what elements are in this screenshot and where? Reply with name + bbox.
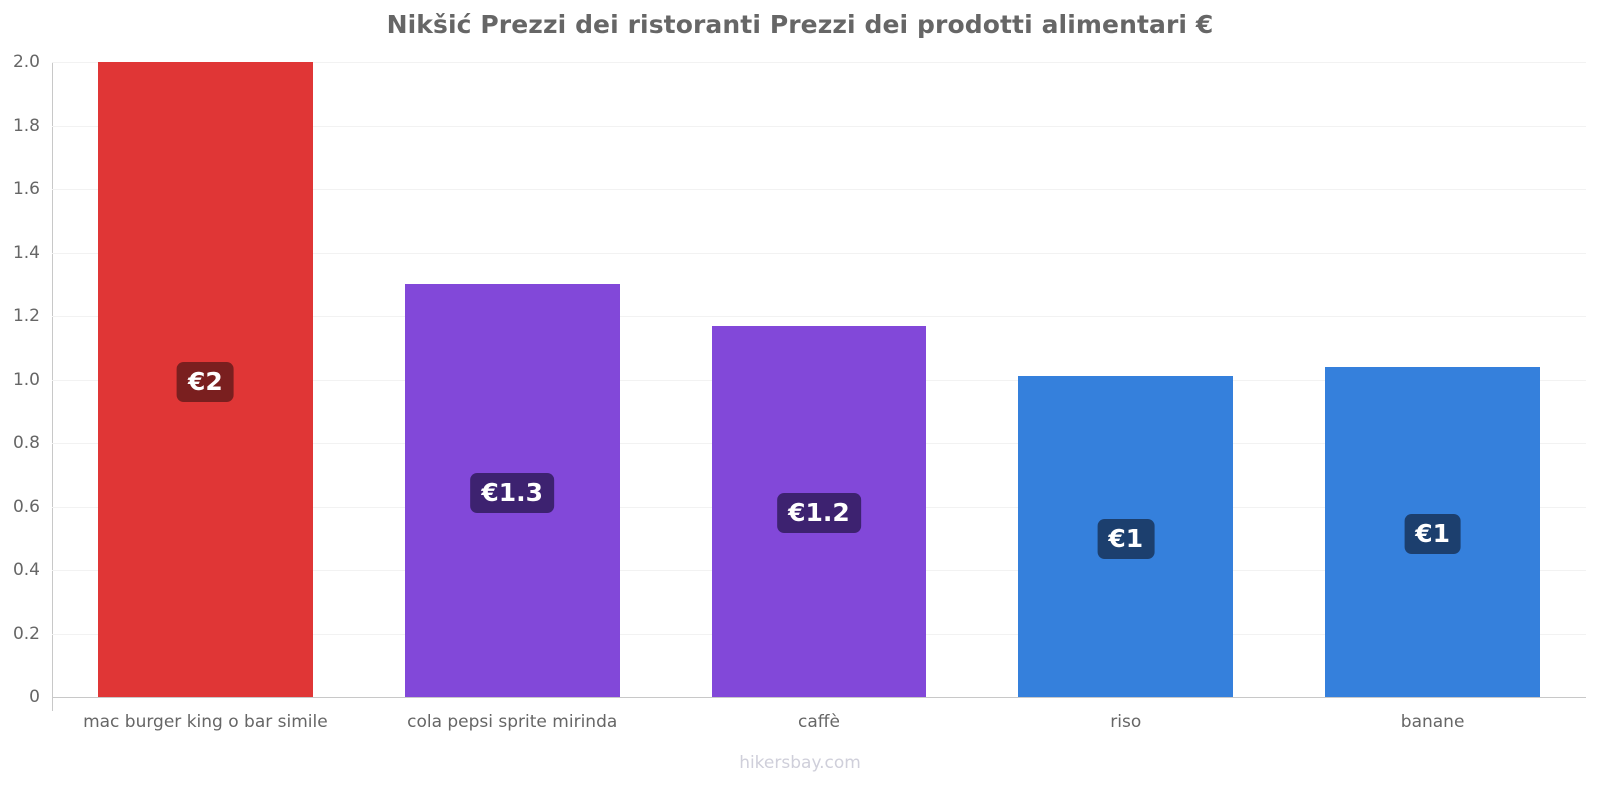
- x-tick-label: cola pepsi sprite mirinda: [407, 712, 618, 732]
- y-tick-label: 0.6: [12, 496, 40, 517]
- bars-layer: €2 €1.3 €1.2 €1 €1: [52, 62, 1586, 697]
- x-tick-label: caffè: [798, 712, 840, 732]
- gridline: [52, 62, 1586, 63]
- y-tick-label: 0.2: [12, 623, 40, 644]
- x-tick-label: riso: [1110, 712, 1142, 732]
- chart-title: Nikšić Prezzi dei ristoranti Prezzi dei …: [386, 10, 1214, 39]
- y-tick-label: 1.4: [12, 242, 40, 263]
- bar-group[interactable]: €2: [98, 62, 313, 697]
- y-tick-label: 1.8: [12, 115, 40, 136]
- bar-group[interactable]: €1: [1325, 62, 1540, 697]
- bar-group[interactable]: €1.3: [404, 62, 620, 697]
- y-tick-label: 0.4: [12, 560, 40, 580]
- y-tick-label: 2.0: [12, 52, 40, 72]
- y-tick-label: 0.8: [12, 433, 40, 453]
- y-tick-label: 1.2: [12, 306, 40, 326]
- gridline: [52, 189, 1586, 190]
- x-tick-label: mac burger king o bar simile: [83, 712, 328, 732]
- gridline: [52, 125, 1586, 127]
- y-tick-label: 0: [29, 687, 40, 707]
- x-axis-tick-labels: mac burger king o bar simile cola pepsi s…: [52, 712, 1586, 742]
- y-tick-label: 1.0: [12, 369, 40, 390]
- bar-value-label: €1.2: [777, 493, 861, 534]
- plot-area: €2 €1.3 €1.2 €1 €1: [52, 62, 1586, 697]
- x-tick-label: banane: [1400, 712, 1465, 732]
- bar-group[interactable]: €1: [1018, 62, 1234, 697]
- y-tick-label: 1.6: [12, 179, 40, 199]
- bar-value-label: €2: [176, 361, 234, 402]
- x-axis-line: [52, 697, 1586, 698]
- bar-group[interactable]: €1.2: [711, 62, 927, 697]
- source-watermark: hikersbay.com: [739, 753, 861, 773]
- x-axis-origin-tick: [52, 697, 53, 711]
- bar-value-label: €1.3: [470, 472, 555, 513]
- gridline: [52, 316, 1586, 317]
- gridline: [52, 252, 1586, 254]
- bar-value-label: €1: [1404, 513, 1461, 554]
- bar-value-label: €1: [1097, 518, 1155, 559]
